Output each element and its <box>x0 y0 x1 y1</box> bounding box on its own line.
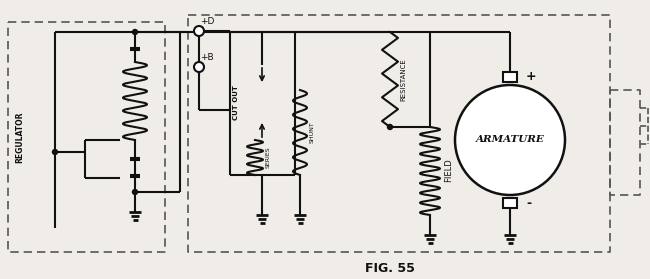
Text: +D: +D <box>200 18 214 27</box>
Text: +B: +B <box>200 54 214 62</box>
Circle shape <box>133 30 138 35</box>
Text: -: - <box>526 196 531 210</box>
Text: SHUNT: SHUNT <box>309 121 315 143</box>
Circle shape <box>194 62 204 72</box>
Circle shape <box>387 124 393 129</box>
Text: REGULATOR: REGULATOR <box>16 111 25 163</box>
Bar <box>503 198 517 208</box>
Text: ARMATURE: ARMATURE <box>476 136 545 145</box>
Circle shape <box>194 26 204 36</box>
Text: RESISTANCE: RESISTANCE <box>400 59 406 101</box>
Text: FIELD: FIELD <box>444 158 453 182</box>
Text: SERIES: SERIES <box>265 146 270 168</box>
Circle shape <box>455 85 565 195</box>
Circle shape <box>133 189 138 194</box>
Text: FIG. 55: FIG. 55 <box>365 261 415 275</box>
Text: CUT OUT: CUT OUT <box>233 86 239 121</box>
Text: +: + <box>526 71 537 83</box>
Bar <box>503 72 517 82</box>
Circle shape <box>53 150 57 155</box>
